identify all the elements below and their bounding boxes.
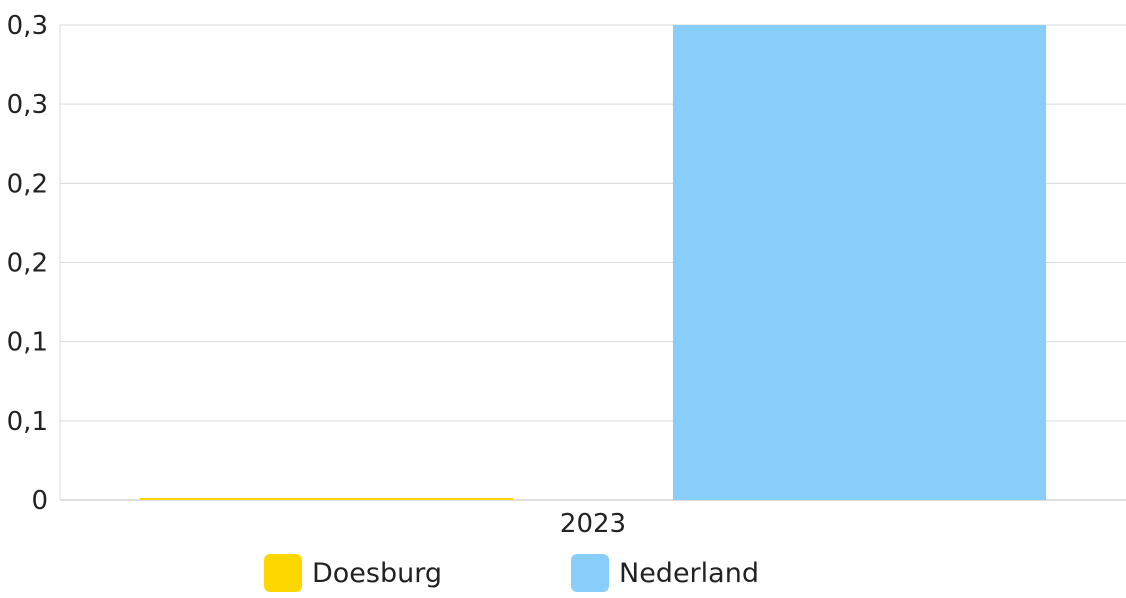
y-tick-label: 0 [31,486,48,516]
x-tick-label: 2023 [560,509,626,539]
bar-nederland [672,25,1047,500]
legend: Doesburg Nederland [0,548,1126,598]
y-tick-label: 0,1 [7,407,48,437]
y-tick-label: 0,2 [7,169,48,199]
legend-label-nederland: Nederland [619,557,759,589]
x-axis-tick-labels: 2023 [560,509,626,539]
legend-label-doesburg: Doesburg [312,557,443,589]
bar-doesburg [139,498,514,500]
y-tick-label: 0,1 [7,328,48,358]
bars [139,25,1047,500]
legend-item-nederland: Nederland [571,548,759,598]
bar-chart: 0 0,1 0,1 0,2 0,2 0,3 0,3 2023 [7,11,1126,539]
y-axis-tick-labels: 0 0,1 0,1 0,2 0,2 0,3 0,3 [7,11,48,516]
legend-swatch-doesburg [264,554,302,592]
legend-item-doesburg: Doesburg [264,548,442,598]
y-tick-label: 0,2 [7,249,48,279]
y-tick-label: 0,3 [7,90,48,120]
y-tick-label: 0,3 [7,11,48,41]
legend-swatch-nederland [571,554,609,592]
gridlines [59,24,1126,501]
